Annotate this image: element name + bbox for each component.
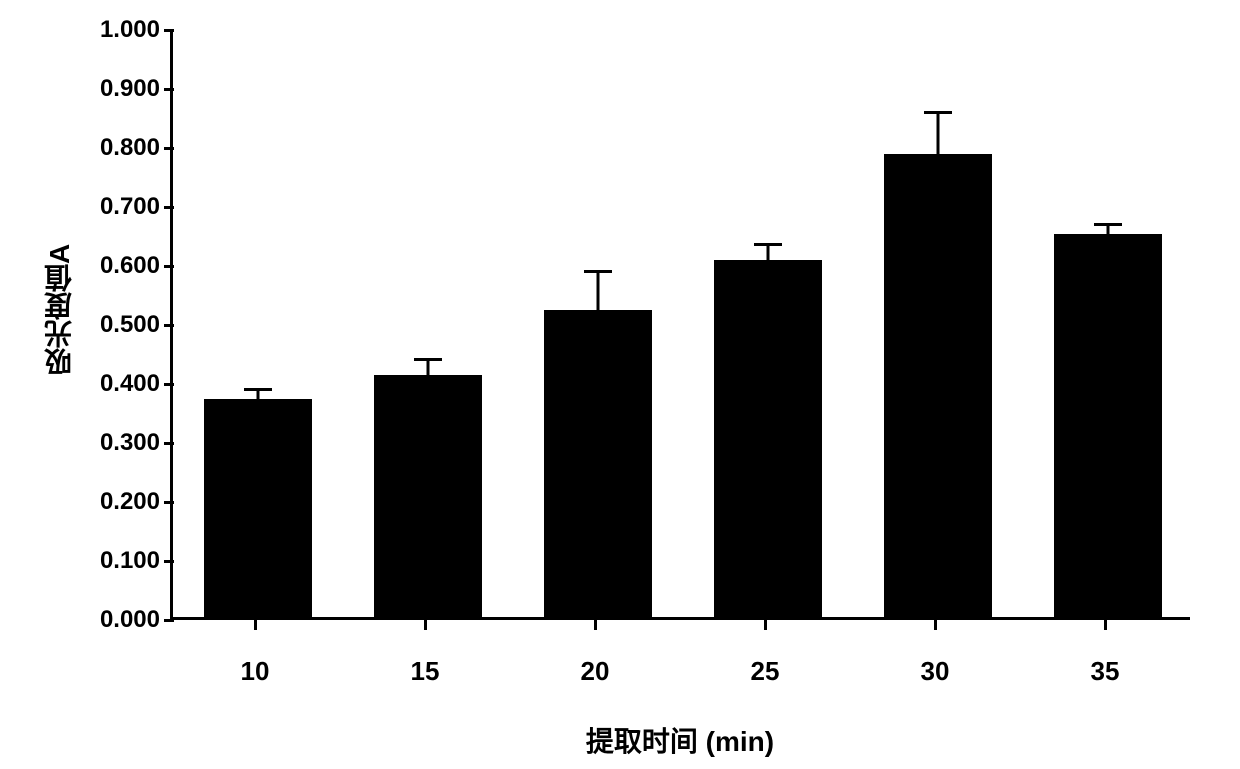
x-tick-mark — [1104, 620, 1107, 630]
bar — [1054, 234, 1161, 618]
y-tick-label: 1.000 — [70, 16, 160, 44]
error-bar-cap — [924, 111, 952, 114]
bar — [884, 154, 991, 617]
error-bar — [597, 272, 600, 310]
y-tick-mark — [164, 501, 174, 504]
y-tick-mark — [164, 560, 174, 563]
y-tick-label: 0.900 — [70, 75, 160, 103]
error-bar — [937, 113, 940, 154]
error-bar-cap — [754, 243, 782, 246]
error-bar — [257, 390, 260, 399]
x-tick-label: 30 — [921, 656, 950, 687]
y-tick-label: 0.300 — [70, 429, 160, 457]
x-tick-mark — [594, 620, 597, 630]
x-tick-label: 25 — [751, 656, 780, 687]
x-tick-mark — [764, 620, 767, 630]
y-tick-label: 0.600 — [70, 252, 160, 280]
error-bar-cap — [584, 270, 612, 273]
y-tick-mark — [164, 147, 174, 150]
x-tick-mark — [424, 620, 427, 630]
error-bar-cap — [1094, 223, 1122, 226]
x-tick-label: 35 — [1091, 656, 1120, 687]
y-tick-label: 0.200 — [70, 488, 160, 516]
error-bar-cap — [414, 358, 442, 361]
error-bar-cap — [244, 388, 272, 391]
x-tick-label: 15 — [411, 656, 440, 687]
x-tick-label: 20 — [581, 656, 610, 687]
y-tick-label: 0.100 — [70, 547, 160, 575]
y-tick-label: 0.400 — [70, 370, 160, 398]
y-tick-mark — [164, 619, 174, 622]
x-tick-mark — [934, 620, 937, 630]
y-tick-mark — [164, 88, 174, 91]
x-tick-label: 10 — [241, 656, 270, 687]
y-tick-mark — [164, 324, 174, 327]
y-tick-mark — [164, 442, 174, 445]
chart-container: 吸光度值A 提取时间 (min) 0.0000.1000.2000.3000.4… — [40, 10, 1220, 760]
y-tick-mark — [164, 206, 174, 209]
y-tick-label: 0.500 — [70, 311, 160, 339]
bar — [374, 375, 481, 617]
y-tick-label: 0.700 — [70, 193, 160, 221]
x-tick-mark — [254, 620, 257, 630]
y-tick-mark — [164, 383, 174, 386]
y-tick-mark — [164, 29, 174, 32]
y-tick-mark — [164, 265, 174, 268]
x-axis-label: 提取时间 (min) — [560, 720, 800, 760]
error-bar — [1107, 225, 1110, 234]
error-bar — [427, 360, 430, 375]
bar — [714, 260, 821, 617]
plot-area — [170, 30, 1190, 620]
y-tick-label: 0.800 — [70, 134, 160, 162]
bar — [544, 310, 651, 617]
error-bar — [767, 245, 770, 260]
y-tick-label: 0.000 — [70, 606, 160, 634]
bar — [204, 399, 311, 617]
